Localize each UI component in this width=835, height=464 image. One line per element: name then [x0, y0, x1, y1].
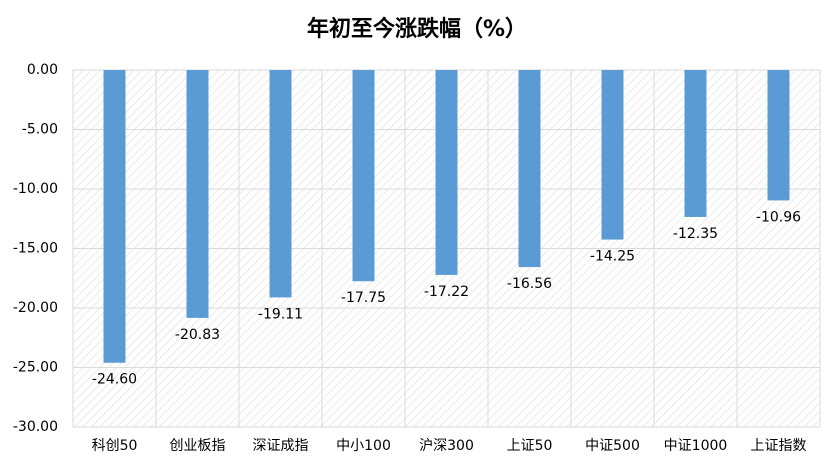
- x-tick-label: 中证1000: [664, 438, 728, 454]
- y-tick-label: -25.00: [13, 360, 58, 376]
- y-tick-label: -20.00: [13, 300, 58, 316]
- x-tick-label: 创业板指: [170, 438, 226, 454]
- value-label: -20.83: [175, 327, 220, 343]
- value-label: -12.35: [673, 226, 718, 242]
- x-tick-label: 上证指数: [751, 438, 807, 454]
- x-tick-label: 中小100: [336, 438, 391, 454]
- x-tick-label: 深证成指: [253, 438, 309, 454]
- bar: [601, 70, 624, 240]
- y-tick-label: -10.00: [13, 181, 58, 197]
- x-tick-label: 中证500: [585, 438, 640, 454]
- y-tick-label: -15.00: [13, 241, 58, 257]
- y-tick-label: -30.00: [13, 419, 58, 435]
- bar: [352, 70, 375, 282]
- bar: [269, 70, 292, 298]
- value-label: -17.22: [424, 284, 469, 300]
- value-label: -19.11: [258, 306, 303, 322]
- value-label: -10.96: [756, 209, 801, 225]
- bar: [684, 70, 707, 217]
- bar: [435, 70, 458, 275]
- bar: [518, 70, 541, 268]
- y-tick-label: -5.00: [22, 122, 58, 138]
- x-tick-label: 科创50: [92, 438, 138, 454]
- bar: [186, 70, 209, 318]
- bar: [103, 70, 126, 363]
- x-tick-label: 上证50: [507, 438, 553, 454]
- value-label: -14.25: [590, 249, 635, 265]
- value-label: -16.56: [507, 276, 552, 292]
- value-label: -24.60: [92, 372, 137, 388]
- x-tick-label: 沪深300: [419, 438, 474, 454]
- chart-title: 年初至今涨跌幅（%）: [307, 16, 527, 42]
- value-label: -17.75: [341, 290, 386, 306]
- bar: [767, 70, 790, 201]
- y-tick-label: 0.00: [27, 62, 58, 78]
